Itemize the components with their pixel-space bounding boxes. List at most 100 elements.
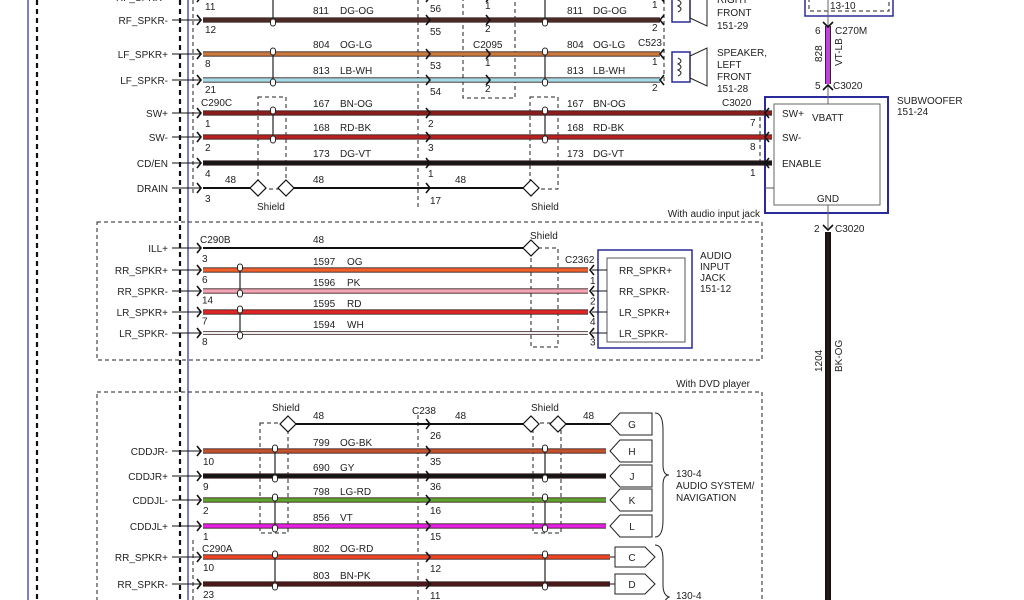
pin-number: 10 [203,457,215,468]
twist-loop-icon [542,135,548,144]
connector-chevron-icon [196,470,203,482]
pin-number: 12 [430,564,442,575]
twist-loop-icon [272,582,278,591]
pin-number: 53 [430,61,442,72]
connector-chevron-icon [425,182,432,194]
shield-diamond-icon [522,239,540,257]
brace-speakers [654,544,671,600]
pin-number: 1 [590,276,596,287]
shield-box-left [257,96,287,190]
audio-jack-name: JACK [700,273,726,284]
speaker-cone-icon [689,0,708,27]
connector-chevron-icon [425,418,432,430]
twist-loop-icon [237,289,243,298]
signal-label: CD/EN [137,159,168,170]
pin-number: 21 [205,85,217,96]
terminal-connector [609,439,653,463]
circuit-number: 167 [313,99,330,110]
circuit-number: 1597 [313,257,336,268]
connector-chevron-icon [196,285,203,297]
wire-color-code: LG-RD [340,487,371,498]
shield-diamond-icon [249,179,267,197]
pin-number: 5 [815,81,821,92]
pin-number: 11 [430,591,441,600]
pin-number: 2 [203,506,209,517]
signal-label: ILL+ [148,244,168,255]
connector-label: C290A [202,544,233,555]
wire-color-code: RD-BK [340,123,371,134]
signal-label: RR_SPKR+ [115,266,168,277]
connector-chevron-icon [196,494,203,506]
connector-chevron-icon [196,264,203,276]
terminal-letter: J [630,472,635,483]
connector-chevron-icon [658,48,665,60]
terminal-connector [609,464,653,488]
wire-color-code: BN-OG [593,99,626,110]
pin-number: 2 [652,23,658,34]
terminal-letter: H [628,447,635,458]
connector-chevron-icon [588,306,595,318]
connector-chevron-icon [196,306,203,318]
circuit-number: 1595 [313,299,336,310]
pin-number: 8 [205,59,211,70]
gauge-label: 48 [313,175,325,186]
subwoofer-inner-box [773,103,881,206]
connector-chevron-icon [196,157,203,169]
connector-label: C3020 [835,224,865,235]
connector-chevron-icon [196,551,203,563]
circuit-number: 802 [313,544,330,555]
pin-number: 3 [590,338,596,349]
twist-loop-icon [237,305,243,314]
twist-loop-icon [542,524,548,533]
circuit-number: 811 [567,6,583,17]
pin-number: 2 [485,24,491,35]
shield-diamond-icon [522,415,540,433]
connector-label: C238 [412,406,436,417]
connector-chevron-icon [196,14,203,26]
pin-number: 6 [202,275,208,286]
connector-chevron-icon [588,285,595,297]
pin-number: 1 [203,532,209,543]
speaker-cone-icon [689,47,708,87]
connector-c2095-box [462,0,516,99]
circuit-number: 813 [567,66,584,77]
signal-label: RR_SPKR- [117,580,168,591]
connector-label: C290C [201,98,232,109]
audio-jack-outer-box [597,249,693,349]
gauge-label: 48 [455,175,467,186]
signal-label: SW- [149,133,168,144]
circuit-number: 167 [567,99,584,110]
pin-number: 35 [430,457,442,468]
pin-number: 2 [205,143,211,154]
connector-chevron-icon [425,14,432,26]
pin-number: 3 [205,194,211,205]
pin-number: 2 [485,84,491,95]
wire-color-code: LB-WH [340,66,372,77]
twist-loop-icon [542,474,548,483]
wire-color-code: BN-OG [340,99,373,110]
circuit-number: 690 [313,463,330,474]
pin-number: 56 [430,4,442,15]
pin-number: 11 [205,2,216,13]
terminal-connector [609,412,653,436]
connector-chevron-icon [485,0,489,3]
speaker-lf-label: SPEAKER, [717,48,767,59]
signal-label: LR_SPKR- [119,329,168,340]
pin-number: 6 [815,26,821,37]
connector-chevron-icon [485,48,492,60]
connector-label: C270M [835,26,867,37]
connector-chevron-icon [658,74,665,86]
connector-chevron-icon [196,48,203,60]
pin-number: 3 [428,143,434,154]
connector-chevron-icon [485,74,492,86]
pin-number: 12 [205,25,217,36]
terminal-letter: D [628,580,635,591]
connector-chevron-icon [588,264,595,276]
connector-chevron-icon [661,0,665,3]
terminal-letter: K [629,496,636,507]
wire-color-code: OG-LG [340,40,372,51]
wire-color-code: RD [347,299,361,310]
twist-loop-icon [237,263,243,272]
twist-loop-icon [270,106,276,115]
